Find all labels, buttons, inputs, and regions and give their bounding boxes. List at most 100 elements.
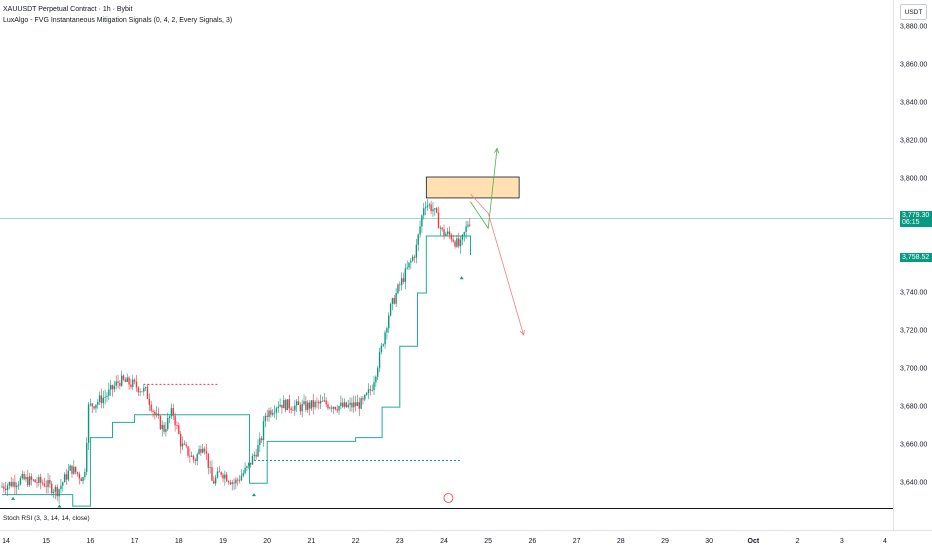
candle-body xyxy=(262,421,265,441)
price-axis[interactable]: 3,880.00 3,860.00 3,840.00 3,820.00 3,800.00… xyxy=(893,0,932,530)
candle-body xyxy=(56,486,58,497)
candle-body xyxy=(235,479,237,484)
candle-body xyxy=(259,438,261,446)
time-axis-label: 22 xyxy=(351,538,360,545)
candle-body xyxy=(143,387,145,392)
candle-body xyxy=(157,413,160,417)
candle-body xyxy=(12,481,14,487)
candle-body xyxy=(459,239,462,247)
pane-separator[interactable] xyxy=(0,508,893,509)
candle-body xyxy=(264,415,267,422)
candle-body xyxy=(240,475,243,481)
candle-body xyxy=(450,234,453,240)
candle-body xyxy=(174,415,176,426)
trail-price-tag: 3,758.52 xyxy=(900,252,932,262)
candle-body xyxy=(290,408,292,410)
candle-body xyxy=(463,232,465,235)
candle-body xyxy=(268,410,270,417)
time-axis[interactable]: 14 15 16 17 18 19 20 21 22 23 24 25 26 27 28 29 30 Oct 2 3 4 xyxy=(0,530,932,551)
candle-body xyxy=(32,479,35,481)
candle-body xyxy=(19,478,22,485)
candle-body xyxy=(43,483,46,487)
stoch-rsi-label[interactable]: Stoch RSI (3, 3, 14, 14, close) xyxy=(3,515,90,522)
candle-body xyxy=(117,381,119,383)
candle-body xyxy=(249,462,252,465)
candle-body xyxy=(441,227,443,230)
candle-body xyxy=(336,409,338,411)
candle-body xyxy=(176,425,178,427)
projection-up-arrowhead xyxy=(494,147,500,154)
candle-body xyxy=(139,391,141,393)
candle-body xyxy=(207,453,209,468)
candle-body xyxy=(312,400,314,408)
candle-body xyxy=(133,379,136,382)
candle-body xyxy=(80,478,82,482)
candle-body xyxy=(113,385,116,390)
candle-body xyxy=(400,278,403,286)
candle-body xyxy=(314,401,316,408)
candle-body xyxy=(237,479,239,481)
candle-body xyxy=(435,208,438,213)
candle-body xyxy=(347,404,349,408)
candle-body xyxy=(49,480,51,484)
time-axis-label: 15 xyxy=(42,538,51,545)
candle-body xyxy=(329,407,331,409)
candle-body xyxy=(251,455,254,465)
candle-body xyxy=(170,408,173,417)
candle-body xyxy=(227,481,230,483)
time-axis-label: 23 xyxy=(395,538,404,545)
candle-body xyxy=(375,376,377,383)
price-chart[interactable] xyxy=(0,0,893,508)
candle-body xyxy=(187,446,189,456)
candle-body xyxy=(218,471,221,473)
candle-body xyxy=(121,375,123,386)
symbol-title[interactable]: XAUUSDT Perpetual Contract · 1h · Bybit xyxy=(3,6,133,13)
time-axis-label: Oct xyxy=(747,538,760,545)
time-axis-label: 3 xyxy=(839,538,844,545)
candle-body xyxy=(277,406,279,409)
candle-body xyxy=(76,472,79,474)
price-axis-label: 3,740.00 xyxy=(900,289,928,297)
currency-selector[interactable]: USDT xyxy=(900,4,927,20)
event-icon xyxy=(443,493,454,503)
candle-body xyxy=(417,234,419,245)
candle-body xyxy=(200,449,202,453)
candle-body xyxy=(469,224,471,226)
candle-body xyxy=(1,486,3,488)
time-axis-label: 4 xyxy=(883,538,887,545)
candle-body xyxy=(205,451,208,454)
candle-body xyxy=(242,473,244,476)
candle-body xyxy=(439,227,442,229)
time-axis-label: 18 xyxy=(174,538,183,545)
candle-body xyxy=(389,303,392,316)
buy-signal-marker xyxy=(251,493,256,497)
candle-body xyxy=(321,400,324,402)
candle-body xyxy=(165,429,167,432)
candle-body xyxy=(248,462,250,467)
candle-body xyxy=(345,402,348,408)
candle-body xyxy=(330,407,333,409)
candle-body xyxy=(411,256,414,261)
candle-body xyxy=(292,409,294,411)
candle-body xyxy=(109,385,112,390)
candle-body xyxy=(23,473,25,480)
candle-body xyxy=(198,449,200,455)
buy-signal-marker xyxy=(11,496,16,500)
candle-body xyxy=(130,384,132,387)
candle-body xyxy=(73,466,75,474)
candle-body xyxy=(391,298,394,304)
candle-body xyxy=(358,402,360,409)
candle-body xyxy=(399,284,401,286)
candle-body xyxy=(362,398,364,400)
candle-body xyxy=(229,482,232,485)
indicator-title[interactable]: LuxAlgo - FVG Instantaneous Mitigation S… xyxy=(3,17,233,24)
chart-pane[interactable]: XAUUSDT Perpetual Contract · 1h · Bybit … xyxy=(0,0,893,508)
candle-body xyxy=(432,209,434,212)
candle-body xyxy=(156,413,158,415)
candle-body xyxy=(58,489,60,497)
candle-body xyxy=(406,267,408,269)
candle-body xyxy=(213,480,215,484)
candle-body xyxy=(415,244,418,258)
candle-body xyxy=(192,455,195,460)
candle-body xyxy=(332,407,335,409)
